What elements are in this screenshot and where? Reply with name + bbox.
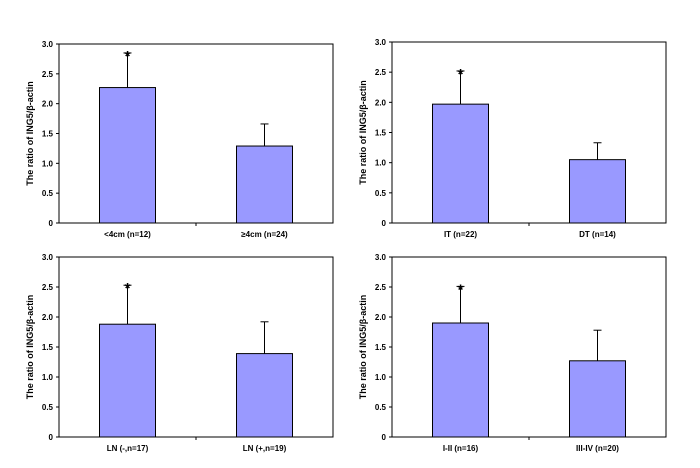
chart-panel-3: 0 0.5 1.0 1.5 2.0 2.5 3.0 The ratio of ING5/β-a… — [25, 253, 334, 453]
y-tick-label: 1.0 — [42, 373, 54, 382]
y-axis-label: The ratio of ING5/β-actin — [358, 295, 368, 400]
y-tick-label: 1.5 — [375, 343, 387, 352]
y-tick-label: 1.5 — [375, 129, 387, 138]
bar — [236, 353, 293, 438]
y-tick-label: 2.5 — [375, 68, 387, 77]
x-category-label: IT (n=22) — [444, 230, 477, 239]
significance-star: * — [458, 281, 464, 298]
significance-star: * — [458, 66, 464, 83]
y-axis-label: The ratio of ING5/β-actin — [358, 80, 368, 185]
y-tick-label: 1.0 — [375, 159, 387, 168]
y-tick-label: 2.0 — [42, 100, 54, 109]
y-tick-label: 2.5 — [375, 283, 387, 292]
y-tick-label: 0.5 — [375, 189, 387, 198]
x-category-label: <4cm (n=12) — [104, 230, 151, 239]
y-tick-label: 0 — [382, 433, 387, 442]
y-axis-label: The ratio of ING5/β-actin — [25, 81, 35, 186]
bar — [99, 323, 156, 438]
x-category-label: LN (-,n=17) — [107, 444, 149, 453]
y-tick-label: 3.0 — [42, 40, 54, 49]
y-tick-label: 1.0 — [375, 373, 387, 382]
y-tick-label: 0.5 — [42, 403, 54, 412]
y-tick-label: 0 — [382, 219, 387, 228]
y-tick-label: 3.0 — [375, 253, 387, 262]
y-tick-label: 1.5 — [42, 343, 54, 352]
significance-star: * — [125, 280, 131, 297]
y-tick-label: 2.0 — [42, 313, 54, 322]
bar — [569, 360, 626, 438]
y-tick-label: 2.0 — [375, 313, 387, 322]
y-tick-label: 2.5 — [42, 70, 54, 79]
chart-panel-1: 0 0.5 1.0 1.5 2.0 2.5 3.0 The ratio of ING5/β-a… — [25, 40, 334, 239]
y-tick-label: 1.0 — [42, 159, 54, 168]
x-category-label: ≥4cm (n=24) — [241, 230, 288, 239]
chart-panel-4: 0 0.5 1.0 1.5 2.0 2.5 3.0 The ratio of ING5/β-a… — [358, 253, 667, 453]
x-category-label: LN (+,n=19) — [243, 444, 287, 453]
x-category-label: I-II (n=16) — [443, 444, 479, 453]
x-category-label: DT (n=14) — [579, 230, 616, 239]
bar — [432, 103, 489, 224]
bar — [432, 322, 489, 438]
y-tick-label: 0 — [49, 219, 54, 228]
y-tick-label: 0 — [49, 433, 54, 442]
y-tick-label: 3.0 — [42, 253, 54, 262]
bar — [99, 87, 156, 224]
y-tick-label: 1.5 — [42, 130, 54, 139]
y-tick-label: 0.5 — [375, 403, 387, 412]
y-tick-label: 2.0 — [375, 98, 387, 107]
chart-panel-2: 0 0.5 1.0 1.5 2.0 2.5 3.0 The ratio of ING5/β-a… — [358, 38, 667, 239]
y-tick-label: 2.5 — [42, 283, 54, 292]
bar — [236, 145, 293, 224]
y-tick-label: 0.5 — [42, 189, 54, 198]
x-category-label: III-IV (n=20) — [576, 444, 619, 453]
y-tick-label: 3.0 — [375, 38, 387, 47]
significance-star: * — [125, 48, 131, 65]
bar — [569, 159, 626, 224]
y-axis-label: The ratio of ING5/β-actin — [25, 295, 35, 400]
